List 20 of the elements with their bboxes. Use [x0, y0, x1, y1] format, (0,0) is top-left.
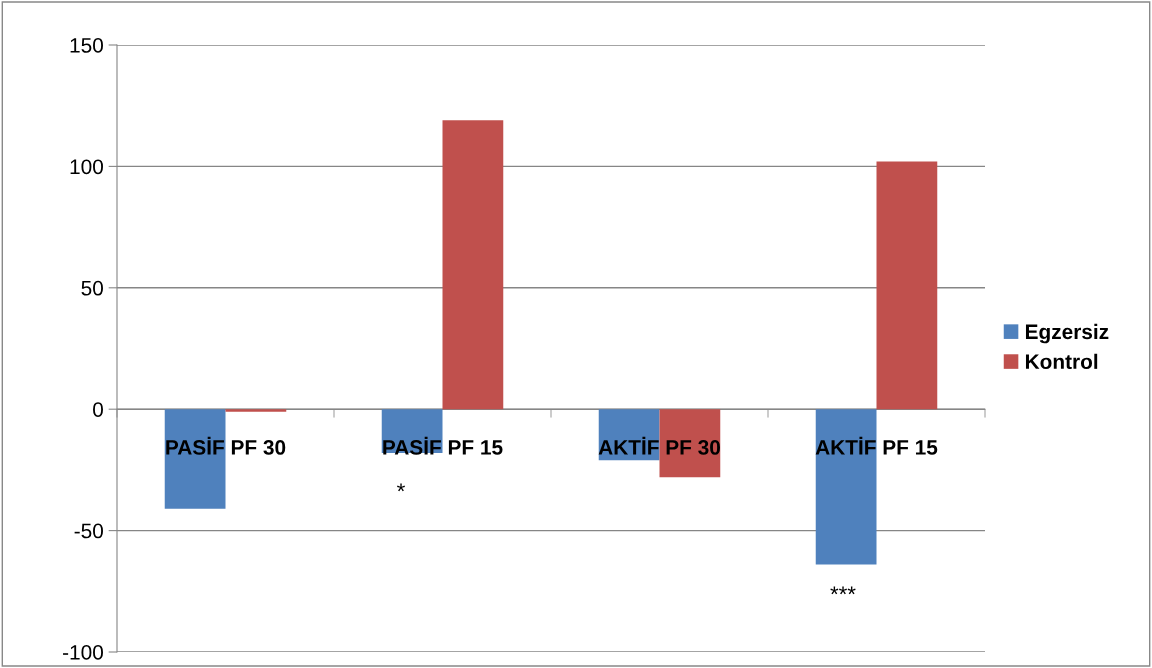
annotation: ***: [830, 586, 856, 595]
y-tick-label: 150: [70, 38, 103, 53]
bar: [815, 409, 877, 565]
bar: [876, 161, 938, 410]
bar: [659, 409, 721, 478]
y-tick-label: -100: [63, 645, 103, 660]
y-tick-label: 100: [70, 159, 103, 175]
legend-label: Egzersiz: [1025, 323, 1109, 344]
y-tick-label: -50: [74, 523, 103, 539]
x-tick-label: AKTİF PF 15: [815, 436, 938, 455]
x-tick-label: PASİF PF 15: [383, 436, 503, 455]
bar: [225, 409, 287, 412]
bar: [442, 120, 504, 410]
bar: [164, 409, 226, 509]
y-tick-label: 50: [81, 280, 103, 296]
x-tick-label: PASİF PF 30: [166, 436, 286, 455]
annotation: *: [397, 483, 405, 492]
x-tick-label: AKTİF PF 30: [598, 436, 720, 455]
y-tick-label: 0: [93, 402, 103, 417]
legend-label: Kontrol: [1025, 353, 1098, 370]
